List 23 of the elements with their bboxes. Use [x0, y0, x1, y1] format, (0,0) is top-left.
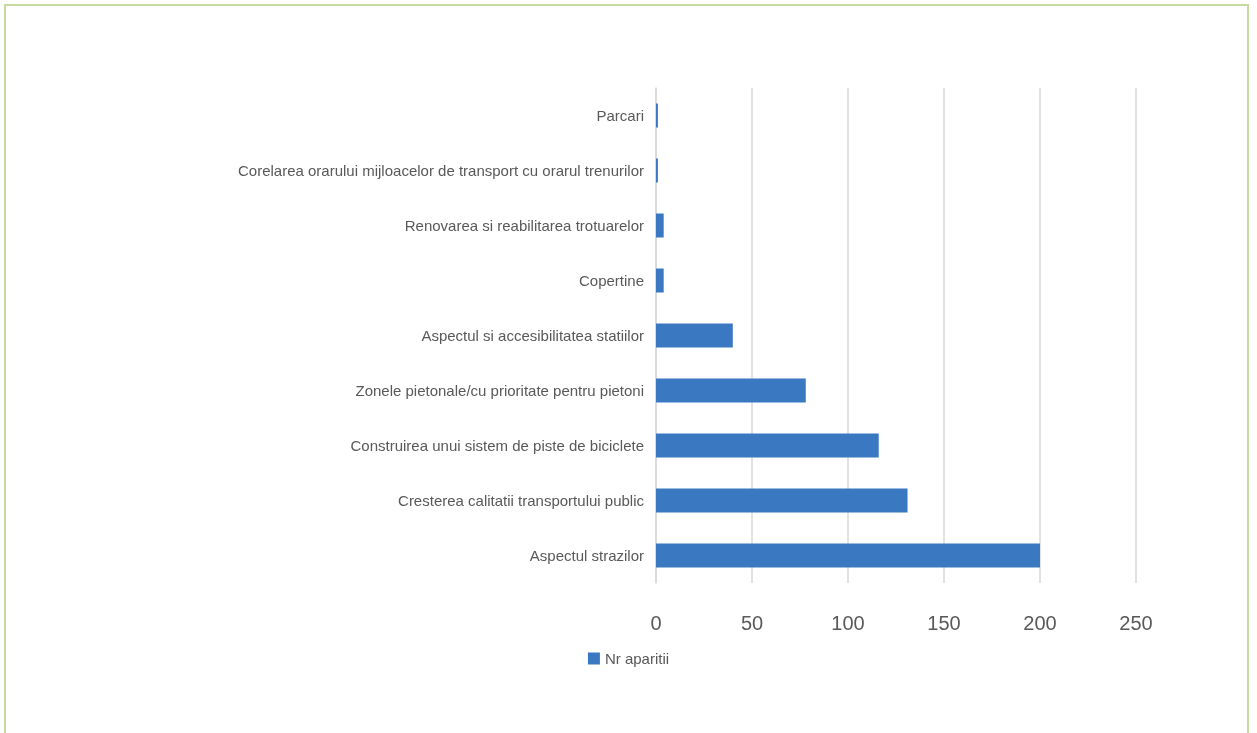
y-tick-label: Cresterea calitatii transportului public [398, 492, 645, 509]
bar [656, 378, 806, 403]
bar [656, 323, 733, 348]
y-tick-label: Copertine [578, 272, 644, 289]
y-tick-label: Parcari [596, 107, 644, 124]
x-tick-label: 0 [650, 612, 662, 634]
y-tick-label: Renovarea si reabilitarea trotuarelor [404, 217, 644, 234]
x-tick-label: 250 [1119, 612, 1153, 634]
x-tick-label: 150 [927, 612, 961, 634]
bar [656, 213, 664, 238]
y-tick-label: Zonele pietonale/cu prioritate pentru pietoni [355, 382, 644, 399]
bar [656, 543, 1040, 568]
x-tick-label: 100 [831, 612, 865, 634]
bar [656, 268, 664, 293]
y-tick-label: Aspectul strazilor [529, 547, 644, 564]
x-tick-label: 50 [740, 612, 764, 634]
legend-label: Nr aparitii [604, 650, 670, 667]
bar [656, 488, 908, 513]
y-tick-label: Aspectul si accesibilitatea statiilor [421, 327, 644, 344]
bar [656, 433, 879, 458]
x-tick-label: 200 [1023, 612, 1057, 634]
y-tick-label: Construirea unui sistem de piste de biciclete [350, 437, 644, 454]
y-tick-label: Corelarea orarului mijloacelor de transport cu orarul trenurilor [237, 162, 644, 179]
